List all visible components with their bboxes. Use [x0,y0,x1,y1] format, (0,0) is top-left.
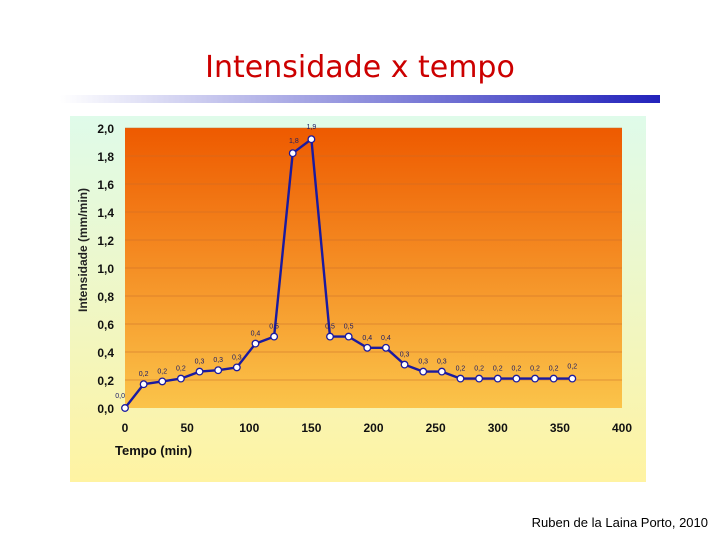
data-label: 0,5 [325,324,335,331]
data-point [381,343,390,352]
x-tick-label: 0 [122,421,129,435]
data-point [531,374,539,383]
data-point [437,367,446,376]
y-tick-label: 0,0 [97,402,114,416]
data-point [419,367,428,376]
footer-credit: Ruben de la Laina Porto, 2010 [531,515,708,530]
data-label: 0,3 [418,359,428,366]
x-tick-label: 100 [239,421,259,435]
data-point [363,343,372,352]
data-point [456,374,465,383]
slide-title: Intensidade x tempo [205,50,515,85]
y-tick-label: 0,4 [97,346,114,360]
y-tick-label: 0,8 [97,290,114,304]
data-label: 0,4 [362,335,372,342]
data-point [176,374,185,383]
data-point [568,374,577,383]
x-axis-label: Tempo (min) [115,443,192,458]
data-label: 0,2 [474,366,484,373]
data-label: 0,3 [232,354,242,361]
data-label: 0,2 [456,366,466,373]
data-label: 0,5 [344,324,354,331]
data-point [139,380,148,389]
data-label: 0,3 [213,357,223,364]
y-tick-label: 1,8 [97,150,114,164]
x-tick-label: 350 [550,421,570,435]
y-tick-label: 1,2 [97,234,114,248]
data-label: 0,5 [269,324,279,331]
y-tick-label: 1,6 [97,178,114,192]
data-point [512,374,521,383]
data-point [400,360,409,369]
data-point [121,404,129,412]
data-label: 1,9 [307,124,317,131]
title-underline [60,95,660,103]
data-label: 0,0 [115,393,125,400]
data-point [307,135,316,144]
data-point [214,366,223,375]
data-label: 0,2 [139,371,149,378]
y-tick-label: 0,2 [97,374,114,388]
data-point [326,332,334,341]
data-point [493,374,502,383]
y-axis-label: Intensidade (mm/min) [76,188,90,312]
data-point [475,374,484,383]
data-label: 0,3 [195,359,205,366]
data-point [344,332,353,341]
data-point [232,363,241,372]
data-label: 0,2 [157,368,167,375]
x-tick-label: 200 [363,421,383,435]
data-label: 1,8 [289,138,299,145]
x-tick-label: 300 [488,421,508,435]
data-label: 0,2 [512,366,522,373]
data-point [251,339,260,348]
data-point [195,367,204,376]
data-point [158,377,167,386]
data-point [270,332,279,341]
y-tick-label: 0,6 [97,318,114,332]
data-label: 0,3 [400,352,410,359]
data-label: 0,3 [437,359,447,366]
data-label: 0,4 [251,331,261,338]
y-tick-label: 1,4 [97,206,114,220]
x-tick-label: 400 [612,421,632,435]
data-label: 0,2 [567,364,577,371]
x-tick-label: 150 [301,421,321,435]
y-tick-label: 2,0 [97,122,114,136]
data-label: 0,4 [381,335,391,342]
data-label: 0,2 [493,366,503,373]
data-label: 0,2 [176,366,186,373]
data-point [288,149,297,158]
x-tick-label: 250 [426,421,446,435]
x-tick-label: 50 [180,421,194,435]
data-label: 0,2 [530,366,540,373]
data-point [549,374,558,383]
y-tick-label: 1,0 [97,262,114,276]
data-label: 0,2 [549,366,559,373]
